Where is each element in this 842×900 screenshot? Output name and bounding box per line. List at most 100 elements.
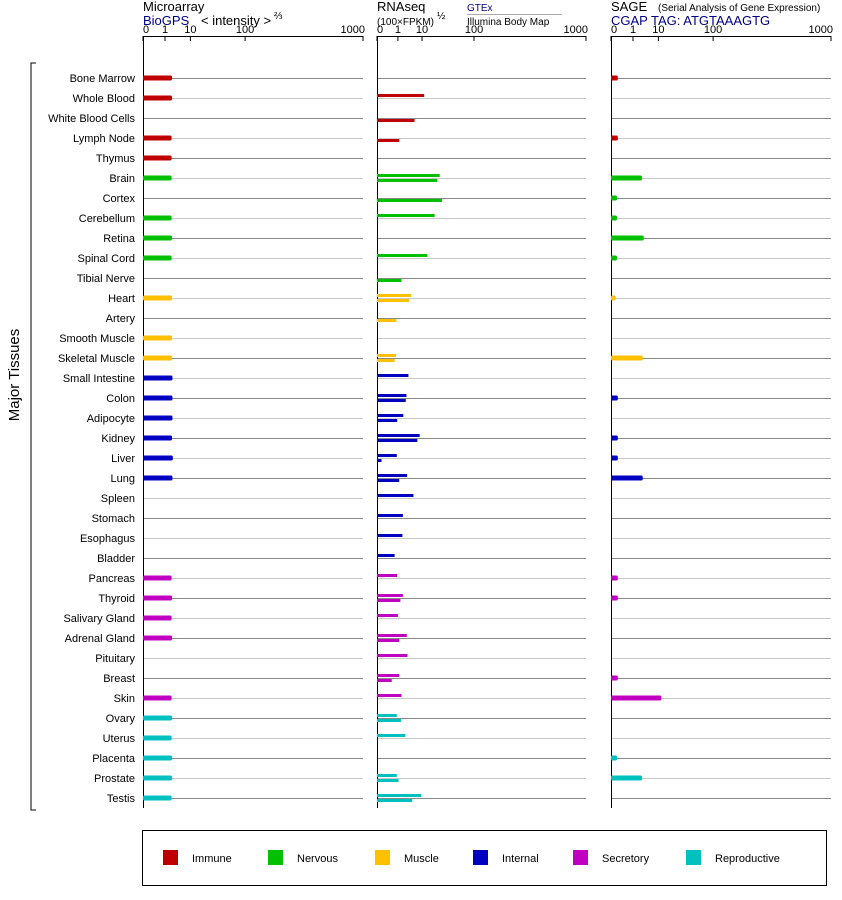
rnaseq-gtex-bar-stomach xyxy=(377,514,403,517)
legend-label-muscle: Muscle xyxy=(404,853,439,865)
tissue-label: Testis xyxy=(107,793,136,805)
microarray-bar-salivary-gland xyxy=(143,615,172,621)
microarray-bar-colon xyxy=(143,395,173,401)
tissue-label: Spleen xyxy=(101,493,135,505)
sage-bar-colon xyxy=(611,395,618,401)
tissue-label: Breast xyxy=(103,673,135,685)
microarray-bar-liver xyxy=(143,455,173,461)
sage-bar-liver xyxy=(611,455,618,461)
tissue-label: Cerebellum xyxy=(79,213,135,225)
tissue-label: Salivary Gland xyxy=(63,613,135,625)
rnaseq-ibm-bar-adrenal-gland xyxy=(377,639,400,642)
rnaseq-gtex-bar-esophagus xyxy=(377,534,403,537)
rnaseq-ibm-bar-colon xyxy=(377,399,406,402)
microarray-bar-cerebellum xyxy=(143,215,172,221)
rnaseq-ibm-bar-liver xyxy=(377,459,382,462)
sage-bar-spinal-cord xyxy=(611,255,617,261)
microarray-bar-lung xyxy=(143,475,173,481)
microarray-bar-adipocyte xyxy=(143,415,173,421)
tissue-label: Artery xyxy=(106,313,136,325)
sage-bar-pancreas xyxy=(611,575,618,581)
tissue-label: White Blood Cells xyxy=(48,113,135,125)
tissue-label: Adipocyte xyxy=(87,413,135,425)
rnaseq-ibm-bar-testis xyxy=(377,799,413,802)
tissue-label: Adrenal Gland xyxy=(65,633,135,645)
rnaseq-title: RNAseq xyxy=(377,0,425,14)
rnaseq-gtex-bar-skeletal-muscle xyxy=(377,354,396,357)
rnaseq-gtex-bar-spleen xyxy=(377,494,414,497)
rnaseq-gtex-bar-salivary-gland xyxy=(377,614,398,617)
microarray-axis-label: < intensity > xyxy=(201,13,271,28)
rnaseq-ibm-bar-cortex xyxy=(377,199,442,202)
rnaseq-ibm-bar-heart xyxy=(377,299,410,302)
microarray-bar-skin xyxy=(143,695,172,701)
microarray-source[interactable]: BioGPS xyxy=(143,13,190,28)
rnaseq-gtex-bar-whole-blood xyxy=(377,94,425,97)
microarray-bar-whole-blood xyxy=(143,95,173,101)
tissue-label: Stomach xyxy=(92,513,135,525)
rnaseq-gtex-bar-prostate xyxy=(377,774,397,777)
rnaseq-gtex-bar-kidney xyxy=(377,434,420,437)
rnaseq-gtex-bar-spinal-cord xyxy=(377,254,428,257)
tissue-label: Pituitary xyxy=(95,653,135,665)
microarray-tick-label: 100 xyxy=(236,24,254,36)
tissue-labels: Bone Marrow Whole Blood White Blood Cells L… xyxy=(48,73,136,805)
microarray-bar-prostate xyxy=(143,775,173,781)
y-axis-bracket xyxy=(30,62,36,811)
sage-bar-prostate xyxy=(611,775,643,781)
rnaseq-gtex-label[interactable]: GTEx xyxy=(467,3,493,14)
tissue-label: Placenta xyxy=(92,753,136,765)
rnaseq-gtex-bar-pancreas xyxy=(377,574,398,577)
legend-swatch-secretory xyxy=(573,850,588,865)
microarray-bar-placenta xyxy=(143,755,173,761)
tissue-label: Small Intestine xyxy=(63,373,135,385)
row-gridlines xyxy=(144,78,831,799)
tissue-label: Retina xyxy=(103,233,136,245)
microarray-bar-ovary xyxy=(143,715,173,721)
sage-bar-cortex xyxy=(611,195,617,201)
rnaseq-gtex-bar-breast xyxy=(377,674,400,677)
tissue-label: Bladder xyxy=(97,553,135,565)
microarray-bar-smooth-muscle xyxy=(143,335,173,341)
sage-bar-thyroid xyxy=(611,595,618,601)
rnaseq-ibm-bar-lymph-node xyxy=(377,139,400,142)
sage-bar-kidney xyxy=(611,435,618,441)
axes-layer: 0 1 10 100 1000 0 1 10 100 1000 0 1 10 100 1000 xyxy=(142,24,833,808)
tissue-label: Uterus xyxy=(103,733,136,745)
tissue-label: Whole Blood xyxy=(73,93,135,105)
rnaseq-ibm-bar-breast xyxy=(377,679,392,682)
tissue-label: Esophagus xyxy=(80,533,136,545)
tissue-label: Skeletal Muscle xyxy=(58,353,135,365)
sage-bar-heart xyxy=(611,295,616,301)
legend-swatch-immune xyxy=(163,850,178,865)
rnaseq-ibm-bar-white-blood-cells xyxy=(377,119,415,122)
microarray-title: Microarray xyxy=(143,0,205,14)
rnaseq-gtex-bar-small-intestine xyxy=(377,374,409,377)
microarray-bar-pancreas xyxy=(143,575,172,581)
microarray-bar-uterus xyxy=(143,735,172,741)
rnaseq-ibm-bar-brain xyxy=(377,179,438,182)
rnaseq-gtex-bar-lung xyxy=(377,474,408,477)
rnaseq-unit-exponent: ½ xyxy=(437,11,446,22)
rnaseq-gtex-bar-heart xyxy=(377,294,411,297)
rnaseq-gtex-bar-adrenal-gland xyxy=(377,634,407,637)
tissue-label: Skin xyxy=(114,693,135,705)
tissue-label: Cortex xyxy=(103,193,136,205)
rnaseq-tick-label: 1 xyxy=(395,24,401,36)
tissue-label: Brain xyxy=(109,173,135,185)
tissue-label: Ovary xyxy=(106,713,136,725)
sage-tag[interactable]: CGAP TAG: ATGTAAAGTG xyxy=(611,13,770,28)
legend-swatch-muscle xyxy=(375,850,390,865)
sage-bar-lung xyxy=(611,475,643,481)
microarray-bar-lymph-node xyxy=(143,135,172,141)
sage-bar-cerebellum xyxy=(611,215,617,221)
tissue-label: Lymph Node xyxy=(73,133,135,145)
sage-tick-label: 100 xyxy=(704,24,722,36)
tissue-label: Pancreas xyxy=(89,573,136,585)
legend-swatch-reproductive xyxy=(686,850,701,865)
rnaseq-ibm-bar-artery xyxy=(377,319,397,322)
rnaseq-tick-label: 1000 xyxy=(564,24,588,36)
legend-label-internal: Internal xyxy=(502,853,539,865)
microarray-bar-skeletal-muscle xyxy=(143,355,173,361)
